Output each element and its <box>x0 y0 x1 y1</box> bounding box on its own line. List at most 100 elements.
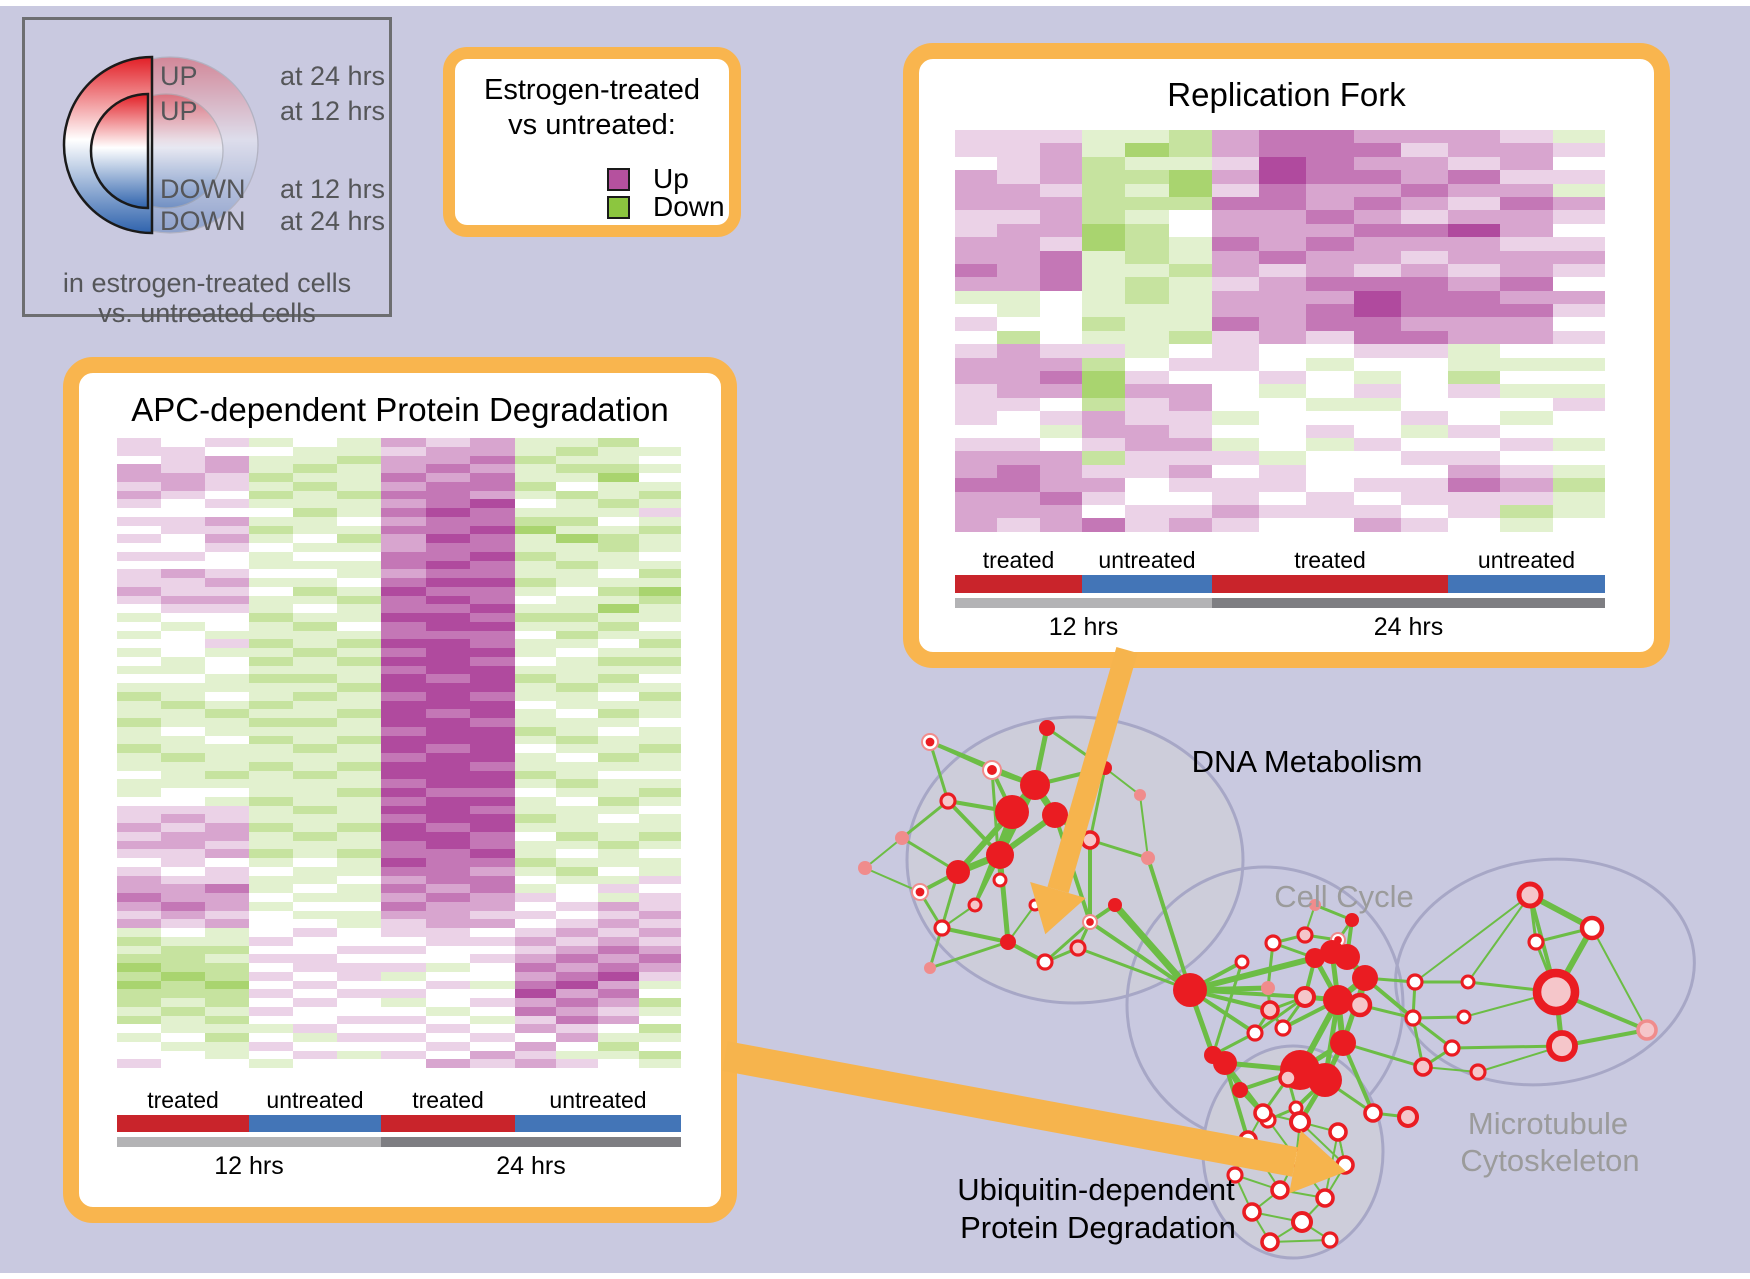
heatmap-cell <box>337 980 381 990</box>
heatmap-cell <box>1259 504 1307 519</box>
heatmap-cell <box>161 613 205 622</box>
heatmap-cell <box>117 1006 161 1016</box>
heatmap-cell <box>639 840 681 850</box>
heatmap-cell <box>1039 491 1082 505</box>
heatmap-cell <box>556 963 598 972</box>
heatmap-cell <box>381 866 426 876</box>
heatmap-cell <box>381 770 426 780</box>
heatmap-cell <box>470 893 515 902</box>
heatmap-cell <box>997 491 1040 505</box>
heatmap-cell <box>117 770 161 780</box>
heatmap-cell <box>249 674 293 683</box>
heatmap-cell <box>639 796 681 806</box>
heatmap-cell <box>556 508 598 517</box>
heatmap-cell <box>556 648 598 657</box>
heatmap-cell <box>470 971 515 981</box>
heatmap-row <box>955 304 1605 318</box>
heatmap-cell <box>1500 384 1553 398</box>
heatmap-cell <box>381 971 426 981</box>
heatmap-cell <box>514 1006 557 1016</box>
heatmap-cell <box>470 919 515 928</box>
heatmap-row <box>117 919 681 928</box>
heatmap-cell <box>556 1059 598 1068</box>
heatmap-cell <box>556 709 598 718</box>
heatmap-cell <box>639 709 681 718</box>
heatmap-row <box>117 1006 681 1016</box>
heatmap-cell <box>556 753 598 762</box>
heatmap-row <box>955 143 1605 157</box>
heatmap-cell <box>205 1015 249 1025</box>
heatmap-cell <box>1552 277 1605 291</box>
heatmap-cell <box>337 560 381 570</box>
heatmap-cell <box>639 516 681 526</box>
heatmap-cell <box>293 779 337 788</box>
heatmap-cell <box>425 840 471 850</box>
heatmap-cell <box>639 1033 681 1042</box>
heatmap-cell <box>470 753 515 762</box>
heatmap-cell <box>556 849 598 858</box>
heatmap-cell <box>249 866 293 876</box>
heatmap-cell <box>955 143 998 157</box>
heatmap-cell <box>1211 156 1260 171</box>
heatmap-cell <box>1125 518 1169 532</box>
heatmap-cell <box>337 989 381 998</box>
heatmap-cell <box>1211 437 1260 452</box>
heatmap-cell <box>249 735 293 745</box>
heatmap-cell <box>381 998 426 1007</box>
heatmap-cell <box>249 438 293 447</box>
heatmap-cell <box>1306 464 1354 479</box>
heatmap-row <box>117 735 681 745</box>
heatmap-cell <box>1353 250 1401 264</box>
heatmap-cell <box>597 578 640 587</box>
heatmap-cell <box>337 473 381 482</box>
heatmap-cell <box>205 499 249 508</box>
heatmap-cell <box>1125 504 1169 519</box>
heatmap-row <box>117 840 681 850</box>
heatmap-cell <box>425 796 471 806</box>
heatmap-cell <box>205 1050 249 1060</box>
heatmap-cell <box>597 884 640 893</box>
heatmap-cell <box>205 438 249 447</box>
heatmap-cell <box>1400 237 1448 251</box>
heatmap-cell <box>470 639 515 648</box>
heatmap-cell <box>639 578 681 587</box>
heatmap-cell <box>597 945 640 955</box>
heatmap-cell <box>249 875 293 885</box>
heatmap-cell <box>597 604 640 613</box>
heatmap-cell <box>470 1024 515 1033</box>
heatmap-row <box>117 963 681 972</box>
heatmap-cell <box>470 551 515 561</box>
heatmap-cell <box>249 840 293 850</box>
heatmap-cell <box>556 595 598 605</box>
heatmap-cell <box>117 1033 161 1042</box>
up-color-swatch <box>607 168 630 191</box>
heatmap-cell <box>514 893 557 902</box>
heatmap-cell <box>997 183 1040 197</box>
heatmap-cell <box>337 735 381 745</box>
heatmap-cell <box>1552 397 1605 412</box>
heatmap-cell <box>1168 491 1212 505</box>
heatmap-cell <box>639 884 681 893</box>
heatmap-row <box>117 770 681 780</box>
heatmap-cell <box>556 1006 598 1016</box>
heatmap-cell <box>1447 371 1501 385</box>
heatmap-cell <box>470 473 515 482</box>
heatmap-cell <box>1211 491 1260 505</box>
heatmap-cell <box>425 499 471 508</box>
heatmap-cell <box>381 945 426 955</box>
heatmap-cell <box>381 516 426 526</box>
apc-title: APC-dependent Protein Degradation <box>131 391 669 428</box>
heatmap-cell <box>1259 330 1307 345</box>
heatmap-cell <box>337 551 381 561</box>
heatmap-cell <box>1353 371 1401 385</box>
heatmap-cell <box>161 875 205 885</box>
heatmap-cell <box>293 875 337 885</box>
heatmap-cell <box>381 691 426 701</box>
heatmap-row <box>955 183 1605 197</box>
heatmap-cell <box>1039 250 1082 264</box>
heatmap-cell <box>639 823 681 832</box>
heatmap-cell <box>1500 491 1553 505</box>
heatmap-cell <box>1353 237 1401 251</box>
heatmap-cell <box>556 866 598 876</box>
heatmap-cell <box>1259 130 1307 144</box>
